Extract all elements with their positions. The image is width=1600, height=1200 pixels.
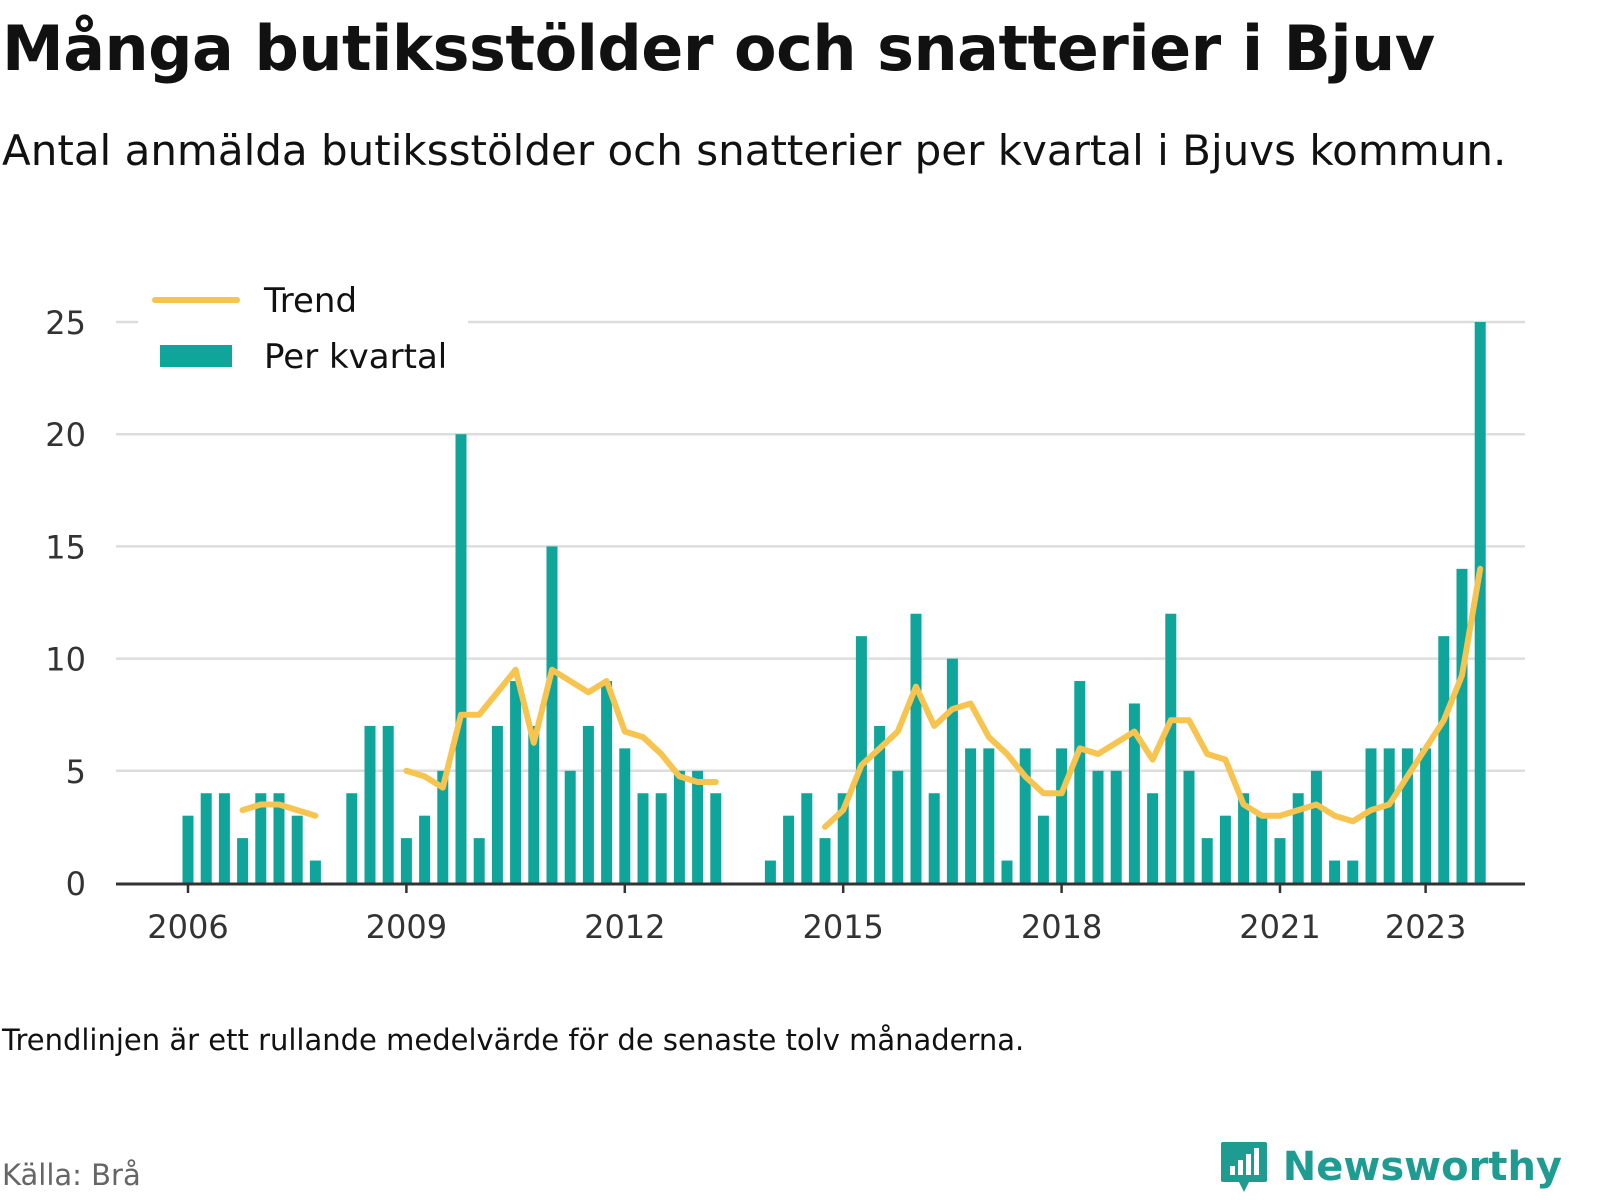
bar: [1019, 748, 1031, 883]
chart: 2006 2009 2012 2015 2018 2021 2023 0510152025 …: [45, 276, 1525, 946]
grid: [116, 320, 1525, 773]
bar: [291, 815, 303, 883]
bar: [455, 434, 467, 883]
bar: [928, 793, 940, 883]
bar: [1074, 681, 1086, 883]
bar: [1292, 793, 1304, 883]
bar: [1420, 748, 1432, 883]
x-tick-label: 2023: [1385, 908, 1466, 946]
bar: [655, 793, 667, 883]
bar: [437, 770, 449, 883]
bar: [546, 546, 558, 883]
x-axis-ticks: 2006 2009 2012 2015 2018 2021 2023: [147, 884, 1466, 946]
bar: [619, 748, 631, 883]
bar: [400, 838, 412, 883]
bar: [783, 815, 795, 883]
bar: [1365, 748, 1377, 883]
source-label: Källa: Brå: [2, 1158, 141, 1192]
bar: [983, 748, 995, 883]
y-tick-label: 15: [45, 528, 86, 566]
bar: [1056, 748, 1068, 883]
bar: [874, 725, 886, 883]
bar: [564, 770, 576, 883]
bar: [491, 725, 503, 883]
chart-title: Många butiksstölder och snatterier i Bju…: [2, 12, 1435, 85]
newsworthy-logo-icon: [1220, 1142, 1267, 1192]
bar: [837, 793, 849, 883]
bar: [1147, 793, 1159, 883]
bar: [1256, 815, 1268, 883]
bar: [855, 636, 867, 883]
legend-bars-swatch: [160, 345, 232, 367]
bar: [692, 770, 704, 883]
bar: [1238, 793, 1250, 883]
bar: [1456, 568, 1468, 883]
bar: [764, 860, 776, 883]
bar: [601, 681, 613, 883]
bar: [1037, 815, 1049, 883]
bar: [710, 793, 722, 883]
bar: [382, 725, 394, 883]
bar: [419, 815, 431, 883]
bar: [1110, 770, 1122, 883]
y-tick-label: 20: [45, 416, 86, 454]
bar: [237, 838, 249, 883]
bar: [637, 793, 649, 883]
y-axis-ticks: 0 5 10 15 20 25: [45, 304, 86, 903]
bar: [965, 748, 977, 883]
bar: [346, 793, 358, 883]
y-tick-label: 10: [45, 641, 86, 679]
legend: Trend Per kvartal: [138, 276, 468, 380]
bar: [892, 770, 904, 883]
bar: [1401, 748, 1413, 883]
bar: [673, 770, 685, 883]
bar: [273, 793, 285, 883]
bar: [1165, 613, 1177, 883]
bar: [801, 793, 813, 883]
bar: [364, 725, 376, 883]
y-tick-label: 5: [66, 753, 86, 791]
x-tick-label: 2018: [1021, 908, 1102, 946]
bar: [255, 793, 267, 883]
trend-footnote: Trendlinjen är ett rullande medelvärde f…: [2, 1023, 1025, 1057]
bar: [819, 838, 831, 883]
bar: [1310, 770, 1322, 883]
bar: [473, 838, 485, 883]
bars-series: [182, 322, 1486, 883]
x-tick-label: 2021: [1239, 908, 1320, 946]
x-tick-label: 2012: [584, 908, 665, 946]
bar: [1438, 636, 1450, 883]
x-tick-label: 2006: [147, 908, 228, 946]
bar: [200, 793, 212, 883]
bar: [1183, 770, 1195, 883]
x-tick-label: 2009: [366, 908, 447, 946]
legend-trend-label: Trend: [263, 281, 357, 321]
y-tick-label: 0: [66, 865, 86, 903]
bar: [1383, 748, 1395, 883]
bar: [1001, 860, 1013, 883]
bar: [946, 658, 958, 883]
trend-line: [239, 565, 1484, 830]
bar: [582, 725, 594, 883]
y-tick-label: 25: [45, 304, 86, 342]
chart-subtitle: Antal anmälda butiksstölder och snatteri…: [2, 126, 1507, 175]
bar: [182, 815, 194, 883]
brand-name: Newsworthy: [1282, 1144, 1562, 1190]
bar: [1274, 838, 1286, 883]
bar: [1092, 770, 1104, 883]
bar: [510, 681, 522, 883]
brand-logo: Newsworthy: [1219, 1140, 1562, 1194]
bar: [1347, 860, 1359, 883]
bar: [1219, 815, 1231, 883]
legend-bars-label: Per kvartal: [264, 337, 447, 377]
bar: [1201, 838, 1213, 883]
bar: [218, 793, 230, 883]
bar: [528, 725, 540, 883]
bar: [1474, 322, 1486, 883]
bar: [1128, 703, 1140, 883]
x-tick-label: 2015: [802, 908, 883, 946]
bar: [910, 613, 922, 883]
bar: [1329, 860, 1341, 883]
bar: [309, 860, 321, 883]
